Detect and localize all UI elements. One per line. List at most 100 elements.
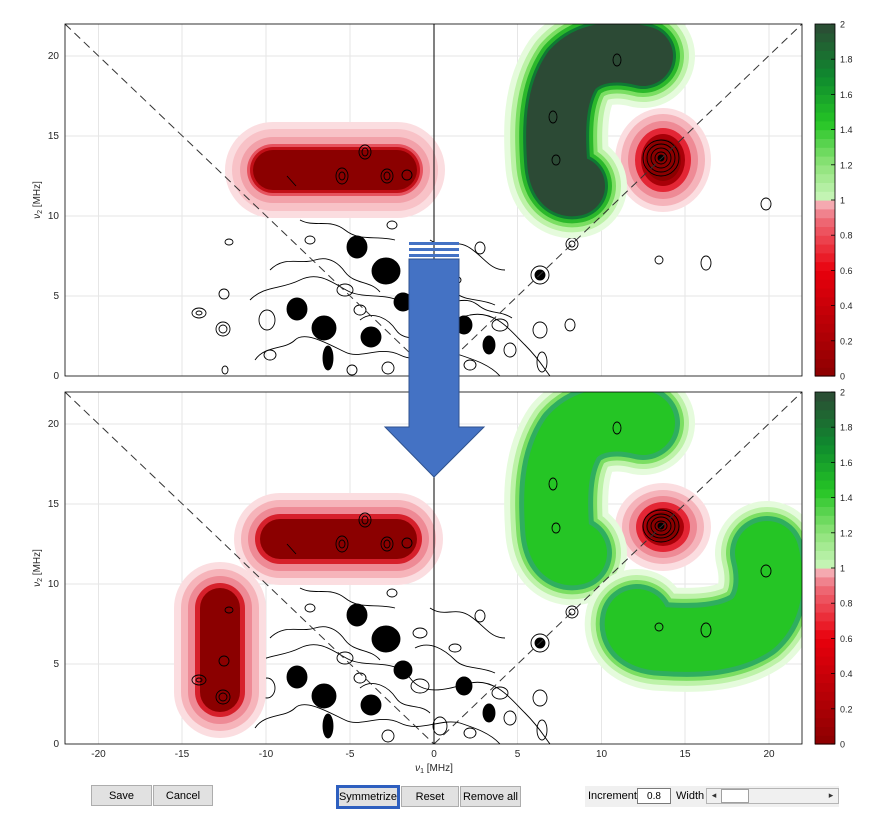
bottom-ytick-0: 0	[53, 739, 59, 750]
colorbar-segment	[815, 349, 835, 359]
cancel-button[interactable]: Cancel	[153, 785, 213, 806]
colorbar-segment	[815, 708, 835, 719]
colorbar-segment	[815, 515, 835, 525]
top-green-region[interactable]	[504, 24, 695, 239]
bottom-ytick-15: 15	[48, 499, 60, 510]
colorbar-segment	[815, 524, 835, 534]
colorbar-segment	[815, 94, 835, 104]
colorbar-segment	[815, 392, 835, 402]
colorbar-segment	[815, 418, 835, 428]
remove-all-button[interactable]: Remove all	[460, 786, 521, 807]
colorbar-segment	[815, 50, 835, 60]
xtick-0: 0	[431, 749, 437, 760]
colorbar-segment	[815, 726, 835, 736]
colorbar-segment	[815, 691, 835, 701]
colorbar-segment	[815, 85, 835, 95]
top-colorbar: 0 0.2 0.4 0.6 0.8 1 1.2 1.4 1.6 1.8 2	[814, 20, 853, 382]
colorbar-segment	[815, 568, 835, 578]
colorbar-tick-label: 0.4	[840, 669, 853, 679]
colorbar-segment	[815, 270, 835, 280]
colorbar-tick-label: 0.6	[840, 634, 853, 644]
colorbar-segment	[815, 59, 835, 69]
colorbar-segment	[815, 182, 835, 192]
symmetrize-arrow-icon	[383, 242, 486, 478]
bottom-y-axis-label: ν2 [MHz]	[32, 549, 44, 587]
colorbar-tick-label: 1.8	[840, 423, 853, 433]
colorbar-segment	[815, 603, 835, 613]
colorbar-segment	[815, 279, 835, 289]
colorbar-segment	[815, 550, 835, 560]
slider-right-arrow-icon[interactable]: ▸	[828, 791, 834, 801]
colorbar-segment	[815, 305, 835, 315]
colorbar-tick-label: 0	[840, 372, 845, 382]
colorbar-segment	[815, 497, 835, 507]
colorbar-segment	[815, 76, 835, 87]
increment-input[interactable]	[637, 788, 671, 804]
colorbar-segment	[815, 173, 835, 183]
colorbar-segment	[815, 191, 835, 201]
colorbar-segment	[815, 462, 835, 472]
save-button[interactable]: Save	[91, 785, 152, 806]
colorbar-tick-label: 2	[840, 388, 845, 398]
colorbar-segment	[815, 427, 835, 437]
slider-left-arrow-icon[interactable]: ◂	[711, 791, 717, 801]
colorbar-segment	[815, 409, 835, 419]
xtick-5: 5	[515, 749, 521, 760]
colorbar-segment	[815, 208, 835, 219]
reset-button[interactable]: Reset	[401, 786, 459, 807]
colorbar-segment	[815, 436, 835, 446]
colorbar-tick-label: 1.4	[840, 493, 853, 503]
colorbar-tick-label: 1.4	[840, 125, 853, 135]
colorbar-segment	[815, 700, 835, 710]
colorbar-segment	[815, 682, 835, 692]
colorbar-segment	[815, 288, 835, 298]
colorbar-segment	[815, 358, 835, 368]
top-y-ticks: 0 5 10 15 20	[48, 51, 60, 382]
bottom-green-region-upper[interactable]	[504, 392, 695, 606]
colorbar-segment	[815, 506, 835, 516]
xtick-15: 15	[679, 749, 691, 760]
top-ytick-0: 0	[53, 371, 59, 382]
colorbar-segment	[815, 647, 835, 657]
xtick-10: 10	[596, 749, 608, 760]
colorbar-segment	[815, 112, 835, 122]
colorbar-segment	[815, 340, 835, 351]
xtick-m5: -5	[346, 749, 355, 760]
top-y-axis-label: ν2 [MHz]	[32, 181, 44, 219]
colorbar-tick-label: 1.6	[840, 458, 853, 468]
colorbar-segment	[815, 673, 835, 683]
colorbar-segment	[815, 200, 835, 210]
colorbar-segment	[815, 32, 835, 43]
colorbar-segment	[815, 120, 835, 131]
colorbar-segment	[815, 296, 835, 307]
colorbar-segment	[815, 68, 835, 78]
colorbar-segment	[815, 129, 835, 139]
colorbar-segment	[815, 717, 835, 727]
colorbar-segment	[815, 261, 835, 271]
bottom-ytick-10: 10	[48, 579, 60, 590]
colorbar-tick-label: 1.2	[840, 528, 853, 538]
colorbar-tick-label: 0	[840, 740, 845, 750]
top-ytick-10: 10	[48, 211, 60, 222]
colorbar-segment	[815, 488, 835, 499]
width-slider[interactable]: ◂ ▸	[706, 788, 839, 804]
colorbar-tick-label: 0.2	[840, 336, 853, 346]
bottom-green-region-lower[interactable]	[584, 501, 802, 692]
colorbar-segment	[815, 453, 835, 463]
top-diagonals	[65, 24, 802, 376]
colorbar-tick-label: 0.2	[840, 704, 853, 714]
colorbar-segment	[815, 559, 835, 569]
colorbar-segment	[815, 612, 835, 622]
colorbar-tick-label: 0.4	[840, 301, 853, 311]
bottom-ytick-20: 20	[48, 419, 60, 430]
top-plot-panel: 0 5 10 15 20 ν2 [MHz]	[32, 23, 803, 382]
colorbar-tick-label: 1.6	[840, 90, 853, 100]
slider-thumb[interactable]	[721, 789, 749, 803]
colorbar-segment	[815, 252, 835, 263]
bottom-contour-peaks	[191, 421, 772, 705]
colorbar-segment	[815, 480, 835, 490]
bottom-ytick-5: 5	[53, 659, 59, 670]
figure-canvas: 0 5 10 15 20 ν2 [MHz]	[32, 20, 853, 776]
symmetrize-button[interactable]: Symmetrize	[336, 785, 400, 809]
